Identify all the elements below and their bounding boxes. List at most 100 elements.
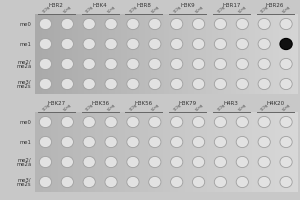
Circle shape [280, 78, 292, 90]
Circle shape [105, 78, 117, 90]
Circle shape [83, 156, 95, 168]
Text: H3K27: H3K27 [47, 101, 65, 106]
Circle shape [280, 58, 292, 70]
Circle shape [236, 116, 248, 128]
Text: 100g: 100g [173, 5, 182, 14]
Circle shape [149, 58, 161, 70]
Text: 100g: 100g [129, 5, 138, 14]
Circle shape [192, 78, 205, 90]
Circle shape [171, 38, 183, 50]
Circle shape [192, 116, 205, 128]
Text: H3R17: H3R17 [222, 3, 241, 8]
Circle shape [280, 18, 292, 30]
Circle shape [236, 78, 248, 90]
Text: 100g: 100g [173, 103, 182, 112]
Circle shape [258, 156, 270, 168]
Circle shape [214, 136, 226, 148]
Circle shape [127, 58, 139, 70]
Circle shape [149, 176, 161, 188]
Text: me1: me1 [19, 42, 31, 46]
Circle shape [105, 38, 117, 50]
Circle shape [61, 38, 74, 50]
Circle shape [105, 176, 117, 188]
Circle shape [83, 136, 95, 148]
Text: H3K9: H3K9 [180, 3, 195, 8]
Text: me0: me0 [19, 21, 31, 26]
Circle shape [171, 18, 183, 30]
Text: 50ng: 50ng [195, 103, 204, 112]
Circle shape [105, 116, 117, 128]
Text: 50ng: 50ng [195, 5, 204, 14]
Circle shape [83, 116, 95, 128]
Circle shape [236, 58, 248, 70]
Circle shape [149, 38, 161, 50]
Circle shape [236, 156, 248, 168]
Text: 100g: 100g [85, 5, 94, 14]
Circle shape [214, 78, 226, 90]
Circle shape [83, 58, 95, 70]
Text: H4R3: H4R3 [224, 101, 239, 106]
Circle shape [214, 156, 226, 168]
Circle shape [171, 136, 183, 148]
Text: 50ng: 50ng [107, 103, 116, 112]
Circle shape [236, 18, 248, 30]
Text: me0: me0 [19, 119, 31, 124]
Text: 50ng: 50ng [63, 103, 73, 112]
Circle shape [192, 38, 205, 50]
Circle shape [83, 18, 95, 30]
Circle shape [192, 58, 205, 70]
Circle shape [127, 156, 139, 168]
Text: 50ng: 50ng [107, 5, 116, 14]
Text: 50ng: 50ng [151, 5, 160, 14]
Circle shape [61, 156, 74, 168]
Circle shape [127, 38, 139, 50]
Circle shape [236, 38, 248, 50]
Text: 50ng: 50ng [151, 103, 160, 112]
Text: 100g: 100g [41, 5, 51, 14]
Circle shape [280, 116, 292, 128]
Text: 100g: 100g [260, 103, 269, 112]
Circle shape [280, 38, 292, 50]
Circle shape [214, 18, 226, 30]
Text: 50ng: 50ng [63, 5, 73, 14]
Circle shape [258, 176, 270, 188]
Circle shape [258, 38, 270, 50]
Text: 100g: 100g [217, 5, 226, 14]
Circle shape [127, 176, 139, 188]
Circle shape [61, 176, 74, 188]
Circle shape [39, 18, 52, 30]
Circle shape [149, 18, 161, 30]
Circle shape [192, 136, 205, 148]
Circle shape [61, 78, 74, 90]
Text: 100g: 100g [41, 103, 51, 112]
Text: H3R26: H3R26 [266, 3, 284, 8]
Circle shape [192, 156, 205, 168]
Circle shape [258, 136, 270, 148]
Circle shape [127, 116, 139, 128]
Circle shape [39, 38, 52, 50]
Circle shape [214, 176, 226, 188]
Text: 50ng: 50ng [282, 103, 291, 112]
Text: 100g: 100g [129, 103, 138, 112]
Text: 50ng: 50ng [282, 5, 291, 14]
Text: H3K56: H3K56 [135, 101, 153, 106]
Circle shape [83, 176, 95, 188]
Circle shape [171, 58, 183, 70]
Circle shape [127, 78, 139, 90]
Circle shape [39, 156, 52, 168]
Circle shape [39, 116, 52, 128]
Text: H4K20: H4K20 [266, 101, 284, 106]
Circle shape [280, 156, 292, 168]
Circle shape [39, 176, 52, 188]
Text: 100g: 100g [85, 103, 94, 112]
Circle shape [105, 58, 117, 70]
Circle shape [214, 58, 226, 70]
Circle shape [171, 78, 183, 90]
Circle shape [39, 58, 52, 70]
Circle shape [236, 176, 248, 188]
Circle shape [149, 136, 161, 148]
Text: H3R2: H3R2 [49, 3, 64, 8]
Circle shape [258, 58, 270, 70]
Circle shape [61, 136, 74, 148]
Circle shape [258, 18, 270, 30]
